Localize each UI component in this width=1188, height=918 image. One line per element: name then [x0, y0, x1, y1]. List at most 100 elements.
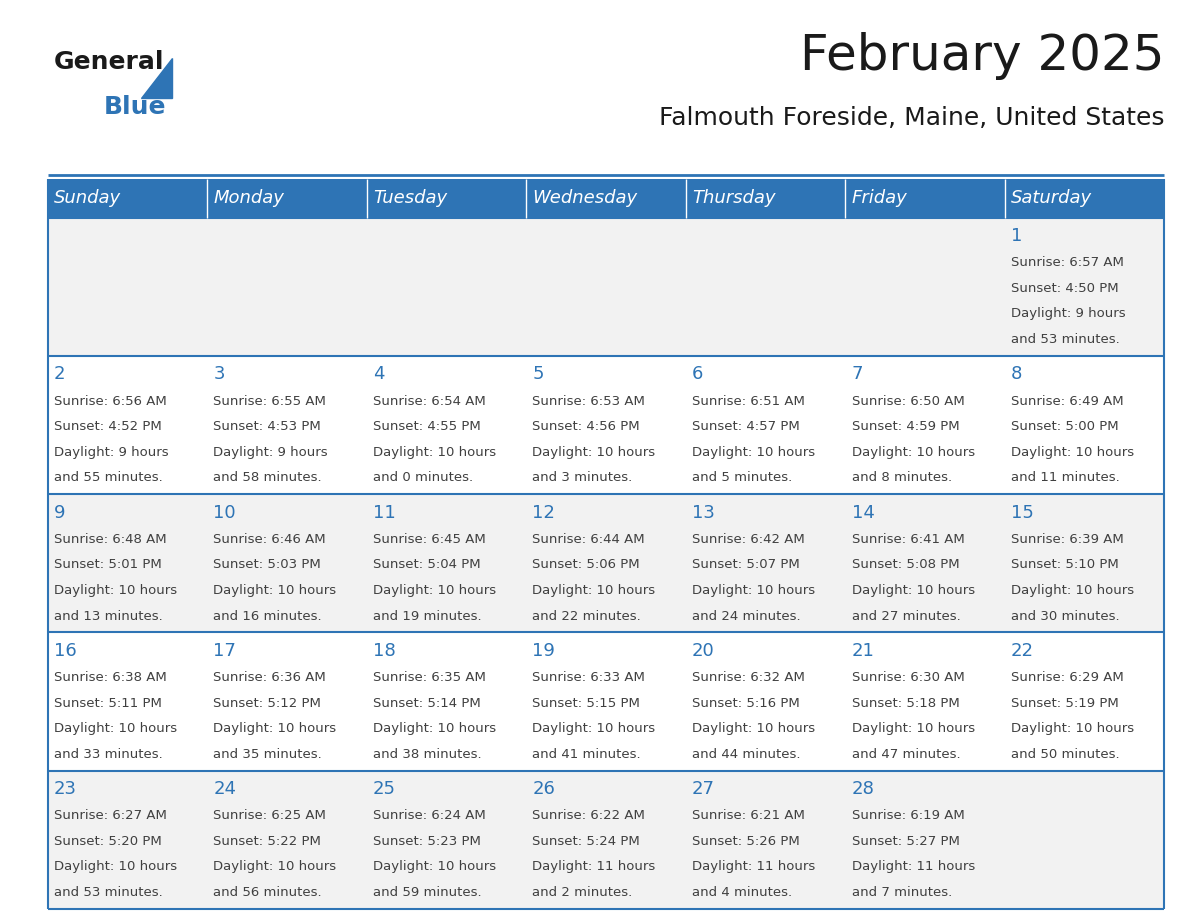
Text: Daylight: 10 hours: Daylight: 10 hours — [373, 445, 497, 459]
Text: 23: 23 — [53, 780, 77, 799]
Text: Thursday: Thursday — [693, 189, 776, 207]
Text: Daylight: 10 hours: Daylight: 10 hours — [532, 722, 656, 735]
Text: Daylight: 10 hours: Daylight: 10 hours — [53, 860, 177, 873]
Text: Sunrise: 6:55 AM: Sunrise: 6:55 AM — [214, 395, 327, 408]
Text: and 27 minutes.: and 27 minutes. — [852, 610, 960, 622]
Text: 21: 21 — [852, 642, 874, 660]
Text: Daylight: 10 hours: Daylight: 10 hours — [214, 860, 336, 873]
Text: and 3 minutes.: and 3 minutes. — [532, 471, 633, 485]
Text: Daylight: 10 hours: Daylight: 10 hours — [1011, 584, 1135, 597]
Text: Daylight: 9 hours: Daylight: 9 hours — [53, 445, 169, 459]
Bar — [48, 770, 1164, 909]
Text: Sunset: 5:19 PM: Sunset: 5:19 PM — [1011, 697, 1119, 710]
Bar — [207, 179, 367, 218]
Text: and 53 minutes.: and 53 minutes. — [53, 886, 163, 899]
Text: Sunrise: 6:42 AM: Sunrise: 6:42 AM — [693, 532, 804, 546]
Text: Daylight: 10 hours: Daylight: 10 hours — [1011, 445, 1135, 459]
Text: Daylight: 9 hours: Daylight: 9 hours — [214, 445, 328, 459]
Text: Daylight: 9 hours: Daylight: 9 hours — [1011, 308, 1126, 320]
Text: Sunset: 4:52 PM: Sunset: 4:52 PM — [53, 420, 162, 433]
Text: Sunset: 5:08 PM: Sunset: 5:08 PM — [852, 558, 959, 571]
Text: Daylight: 11 hours: Daylight: 11 hours — [532, 860, 656, 873]
Text: Sunset: 5:14 PM: Sunset: 5:14 PM — [373, 697, 481, 710]
Text: Daylight: 10 hours: Daylight: 10 hours — [373, 584, 497, 597]
Text: and 55 minutes.: and 55 minutes. — [53, 471, 163, 485]
Text: Sunrise: 6:38 AM: Sunrise: 6:38 AM — [53, 671, 166, 684]
Text: 2: 2 — [53, 365, 65, 384]
Text: 6: 6 — [693, 365, 703, 384]
Text: Saturday: Saturday — [1011, 189, 1092, 207]
Text: Daylight: 10 hours: Daylight: 10 hours — [53, 722, 177, 735]
Text: 13: 13 — [693, 504, 715, 521]
Text: Sunset: 5:06 PM: Sunset: 5:06 PM — [532, 558, 640, 571]
Text: Daylight: 10 hours: Daylight: 10 hours — [214, 584, 336, 597]
Text: Sunrise: 6:48 AM: Sunrise: 6:48 AM — [53, 532, 166, 546]
Text: Tuesday: Tuesday — [373, 189, 447, 207]
Text: Sunrise: 6:45 AM: Sunrise: 6:45 AM — [373, 532, 486, 546]
Text: Sunset: 4:53 PM: Sunset: 4:53 PM — [214, 420, 321, 433]
Text: Sunrise: 6:39 AM: Sunrise: 6:39 AM — [1011, 532, 1124, 546]
Text: Sunset: 5:15 PM: Sunset: 5:15 PM — [532, 697, 640, 710]
Text: Daylight: 10 hours: Daylight: 10 hours — [693, 722, 815, 735]
Text: Sunrise: 6:33 AM: Sunrise: 6:33 AM — [532, 671, 645, 684]
Text: 4: 4 — [373, 365, 385, 384]
Text: 14: 14 — [852, 504, 874, 521]
Text: 24: 24 — [214, 780, 236, 799]
Text: Daylight: 10 hours: Daylight: 10 hours — [852, 722, 974, 735]
Text: Daylight: 10 hours: Daylight: 10 hours — [214, 722, 336, 735]
Text: Sunset: 5:10 PM: Sunset: 5:10 PM — [1011, 558, 1119, 571]
Bar — [367, 179, 526, 218]
Text: 7: 7 — [852, 365, 862, 384]
Bar — [48, 633, 1164, 770]
Text: Sunrise: 6:53 AM: Sunrise: 6:53 AM — [532, 395, 645, 408]
Polygon shape — [141, 58, 172, 98]
Text: Sunday: Sunday — [53, 189, 121, 207]
Bar — [845, 179, 1005, 218]
Text: 17: 17 — [214, 642, 236, 660]
Text: Daylight: 10 hours: Daylight: 10 hours — [1011, 722, 1135, 735]
Text: Sunset: 5:26 PM: Sunset: 5:26 PM — [693, 834, 800, 848]
Text: Sunset: 4:50 PM: Sunset: 4:50 PM — [1011, 282, 1119, 295]
Text: and 0 minutes.: and 0 minutes. — [373, 471, 473, 485]
Text: 26: 26 — [532, 780, 555, 799]
Text: Friday: Friday — [852, 189, 908, 207]
Text: Daylight: 10 hours: Daylight: 10 hours — [852, 584, 974, 597]
Text: and 44 minutes.: and 44 minutes. — [693, 748, 801, 761]
Text: Sunset: 5:00 PM: Sunset: 5:00 PM — [1011, 420, 1119, 433]
Text: Sunrise: 6:50 AM: Sunrise: 6:50 AM — [852, 395, 965, 408]
Text: Sunset: 5:04 PM: Sunset: 5:04 PM — [373, 558, 481, 571]
Text: Sunrise: 6:32 AM: Sunrise: 6:32 AM — [693, 671, 805, 684]
Text: and 30 minutes.: and 30 minutes. — [1011, 610, 1120, 622]
Text: Sunrise: 6:22 AM: Sunrise: 6:22 AM — [532, 810, 645, 823]
Bar — [48, 356, 1164, 494]
Text: Sunset: 5:16 PM: Sunset: 5:16 PM — [693, 697, 800, 710]
Text: Sunrise: 6:30 AM: Sunrise: 6:30 AM — [852, 671, 965, 684]
Text: and 13 minutes.: and 13 minutes. — [53, 610, 163, 622]
Text: 27: 27 — [693, 780, 715, 799]
Text: Sunrise: 6:51 AM: Sunrise: 6:51 AM — [693, 395, 805, 408]
Text: 12: 12 — [532, 504, 555, 521]
Text: Daylight: 10 hours: Daylight: 10 hours — [532, 445, 656, 459]
Text: and 53 minutes.: and 53 minutes. — [1011, 333, 1120, 346]
Text: and 50 minutes.: and 50 minutes. — [1011, 748, 1120, 761]
Text: and 5 minutes.: and 5 minutes. — [693, 471, 792, 485]
Text: Sunrise: 6:29 AM: Sunrise: 6:29 AM — [1011, 671, 1124, 684]
Text: 28: 28 — [852, 780, 874, 799]
Text: Daylight: 10 hours: Daylight: 10 hours — [693, 445, 815, 459]
Text: and 7 minutes.: and 7 minutes. — [852, 886, 952, 899]
Text: 16: 16 — [53, 642, 77, 660]
Text: Sunset: 4:59 PM: Sunset: 4:59 PM — [852, 420, 959, 433]
Text: Sunset: 5:03 PM: Sunset: 5:03 PM — [214, 558, 321, 571]
Text: Daylight: 10 hours: Daylight: 10 hours — [532, 584, 656, 597]
Text: and 2 minutes.: and 2 minutes. — [532, 886, 633, 899]
Text: Blue: Blue — [103, 95, 166, 118]
Text: Sunrise: 6:44 AM: Sunrise: 6:44 AM — [532, 532, 645, 546]
Text: Sunset: 4:56 PM: Sunset: 4:56 PM — [532, 420, 640, 433]
Bar — [1005, 179, 1164, 218]
Text: Sunrise: 6:19 AM: Sunrise: 6:19 AM — [852, 810, 965, 823]
Text: and 41 minutes.: and 41 minutes. — [532, 748, 642, 761]
Text: 9: 9 — [53, 504, 65, 521]
Text: and 19 minutes.: and 19 minutes. — [373, 610, 481, 622]
Bar — [685, 179, 845, 218]
Text: Daylight: 10 hours: Daylight: 10 hours — [373, 722, 497, 735]
